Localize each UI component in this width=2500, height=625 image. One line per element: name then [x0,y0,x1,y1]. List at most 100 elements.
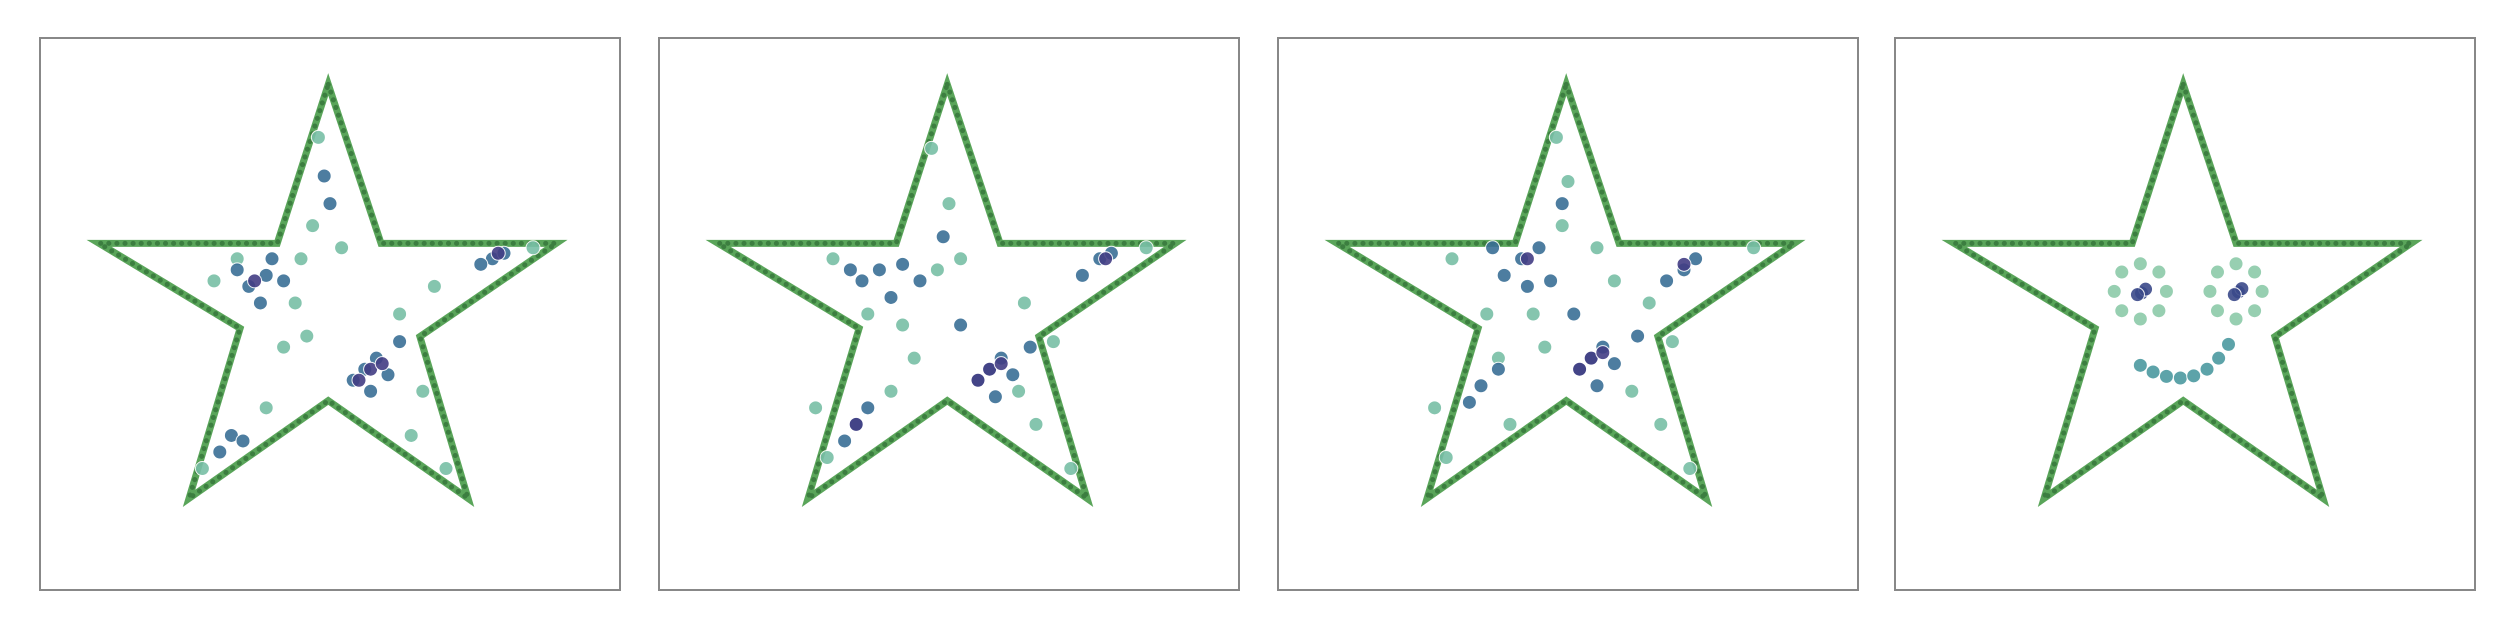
outline-beads [1328,76,1803,505]
point [1641,295,1657,311]
point [264,251,280,267]
point [1566,306,1582,322]
panel [658,37,1240,591]
point [819,450,835,466]
point [1653,416,1669,432]
point [2202,283,2218,299]
point [1531,240,1547,256]
point [993,356,1009,372]
point [1589,378,1605,394]
point [808,400,824,416]
point [941,196,957,212]
point [1630,328,1646,344]
point [1589,240,1605,256]
point [2132,357,2148,373]
point [912,273,928,289]
point [2114,303,2130,319]
point [334,240,350,256]
point [2247,303,2263,319]
point [1572,361,1588,377]
point [322,196,338,212]
point [1028,416,1044,432]
point [1560,174,1576,190]
outline-beads [1945,76,2420,505]
point [1005,367,1021,383]
point [1461,394,1477,410]
point [1606,356,1622,372]
point [426,278,442,294]
point [2151,264,2167,280]
point [1063,461,1079,477]
point [1519,278,1535,294]
point [2158,283,2174,299]
panel-frame [39,37,621,591]
point [895,256,911,272]
point [2106,283,2122,299]
panel [1277,37,1859,591]
point [2228,256,2244,272]
point [860,400,876,416]
point [854,273,870,289]
point [1676,256,1692,272]
point [837,433,853,449]
point [1548,129,1564,145]
point [392,334,408,350]
point [1496,267,1512,283]
point [2129,287,2145,303]
point [1045,334,1061,350]
point [825,251,841,267]
point [206,273,222,289]
point [1011,383,1027,399]
point [2209,303,2225,319]
point [970,372,986,388]
point [2172,370,2188,386]
point [1438,450,1454,466]
point [1519,251,1535,267]
point [2145,364,2161,380]
point [953,251,969,267]
point [2211,350,2227,366]
point [299,328,315,344]
point [276,339,292,355]
point [1746,240,1762,256]
point [2209,264,2225,280]
point [1444,251,1460,267]
outline-beads [90,76,565,505]
point [258,400,274,416]
outline-beads [709,76,1184,505]
point [2228,311,2244,327]
point [305,218,321,234]
point [316,168,332,184]
point [247,273,263,289]
point [1479,306,1495,322]
point [293,251,309,267]
point [194,461,210,477]
point [229,262,245,278]
point [2199,361,2215,377]
point [1473,378,1489,394]
point [1659,273,1675,289]
point [1664,334,1680,350]
point [1537,339,1553,355]
point [2186,368,2202,384]
point [2114,264,2130,280]
point [2221,336,2236,352]
point [2132,256,2148,272]
point [1525,306,1541,322]
point [2254,283,2270,299]
point [1595,345,1611,361]
point [1098,251,1114,267]
point [525,240,541,256]
point [2158,368,2174,384]
point [860,306,876,322]
point [1554,218,1570,234]
point [1074,267,1090,283]
point [924,140,940,156]
point [883,383,899,399]
point [987,389,1003,405]
point [1490,361,1506,377]
point [473,256,489,272]
point [842,262,858,278]
point [392,306,408,322]
